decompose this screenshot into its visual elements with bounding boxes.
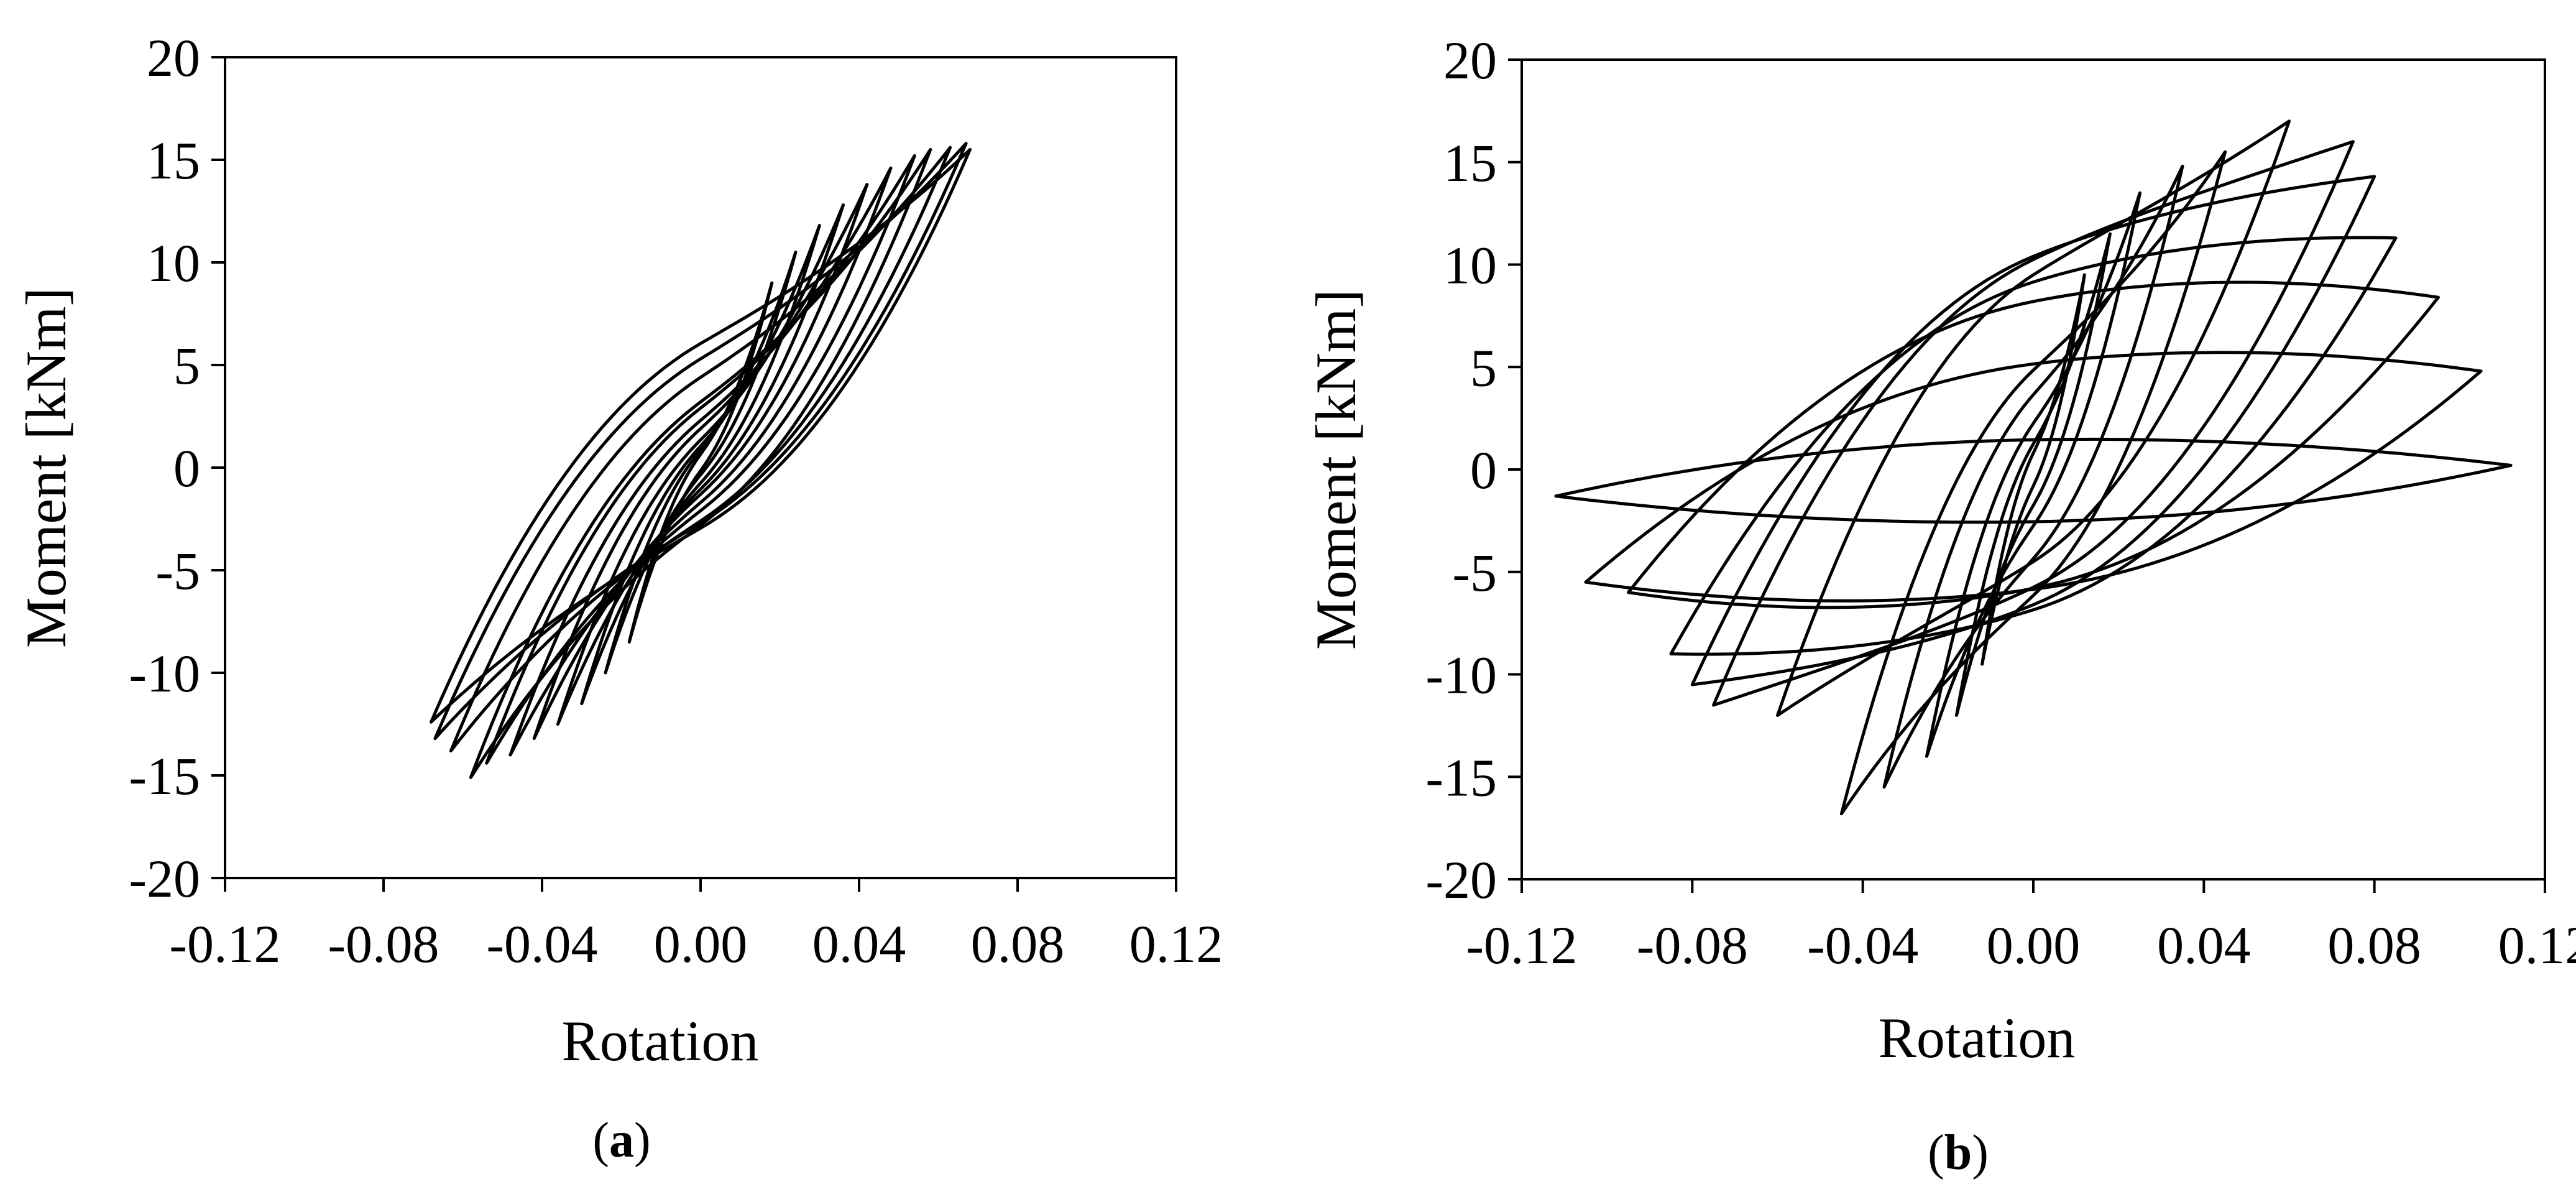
panel-caption: (b) (1928, 1126, 1989, 1180)
x-tick-label: -0.08 (1637, 915, 1748, 975)
x-tick-label: 0.12 (2498, 915, 2576, 975)
y-tick-label: -5 (1452, 543, 1497, 603)
hysteresis-curves (430, 142, 972, 779)
y-tick-label: -15 (129, 746, 200, 806)
chart-panel-b: -0.12 -0.08 -0.04 0.00 0.04 0.08 0.12 20 15 10 5 0… (1288, 0, 2576, 1199)
y-tick-label: 15 (147, 131, 200, 190)
x-tick-label: 0.04 (812, 914, 906, 974)
y-axis-title: Moment [kNm] (1304, 289, 1368, 650)
hysteresis-loop (469, 148, 932, 779)
x-tick-label: -0.08 (328, 914, 439, 974)
y-tick-label: -10 (129, 644, 200, 703)
x-tick-label: 0.04 (2157, 915, 2251, 975)
x-tick-label: 0.08 (971, 914, 1065, 974)
plot-frame (1520, 58, 2546, 881)
y-tick-label: -10 (1425, 645, 1497, 705)
x-tick-label: 0.00 (1987, 915, 2081, 975)
chart-panel-a: -0.12 -0.08 -0.04 0.00 0.04 0.08 0.12 20 15 10 5 0… (0, 0, 1288, 1199)
hysteresis-curves (1554, 119, 2513, 816)
x-axis-title: Rotation (1879, 1006, 2076, 1070)
chart-b-svg: -0.12 -0.08 -0.04 0.00 0.04 0.08 0.12 20 15 10 5 0… (1304, 30, 2576, 1180)
x-axis-title: Rotation (562, 1009, 759, 1073)
hysteresis-loop (485, 154, 916, 765)
hysteresis-loop (1627, 280, 2440, 609)
chart-a-svg: -0.12 -0.08 -0.04 0.00 0.04 0.08 0.12 20 15 10 5 0… (14, 28, 1223, 1168)
x-tick-label: 0.08 (2327, 915, 2421, 975)
y-tick-label: 5 (1470, 338, 1497, 397)
hysteresis-loop (1776, 119, 2291, 717)
hysteresis-loop (1839, 150, 2227, 816)
hysteresis-loop (449, 146, 952, 752)
x-tick-labels: -0.12 -0.08 -0.04 0.00 0.04 0.08 0.12 (169, 914, 1223, 974)
y-tick-label: 10 (1443, 236, 1497, 295)
hysteresis-loop (1554, 437, 2513, 524)
y-tick-label: 0 (1470, 440, 1497, 500)
y-tick-label: -5 (155, 541, 200, 601)
hysteresis-loop (1955, 232, 2112, 717)
y-tick-label: 15 (1443, 133, 1497, 193)
y-tick-label: -20 (129, 849, 200, 908)
y-tick-marks (1508, 58, 1522, 881)
hysteresis-loop (508, 166, 893, 757)
hysteresis-loop (430, 148, 972, 724)
hysteresis-loop (1584, 351, 2483, 603)
x-tick-label: -0.12 (169, 914, 280, 974)
x-tick-label: -0.12 (1466, 915, 1577, 975)
y-tick-label: 10 (147, 233, 200, 293)
hysteresis-loop (1669, 236, 2398, 656)
y-tick-label: 5 (173, 336, 200, 395)
x-tick-marks (1520, 879, 2546, 893)
y-tick-labels: 20 15 10 5 0 -5 -10 -15 -20 (129, 28, 200, 908)
panel-caption: (a) (592, 1113, 650, 1168)
y-tick-label: -15 (1425, 747, 1497, 807)
hysteresis-loop (1980, 273, 2086, 666)
x-tick-labels: -0.12 -0.08 -0.04 0.00 0.04 0.08 0.12 (1466, 915, 2576, 975)
y-tick-label: 0 (173, 438, 200, 498)
x-tick-label: -0.04 (1807, 915, 1918, 975)
x-tick-marks (224, 878, 1177, 892)
plot-frame (224, 56, 1177, 879)
hysteresis-loop (1690, 175, 2376, 687)
hysteresis-loop (1712, 140, 2355, 707)
y-tick-labels: 20 15 10 5 0 -5 -10 -15 -20 (1425, 30, 1497, 910)
y-tick-label: 20 (1443, 30, 1497, 90)
x-tick-label: 0.12 (1129, 914, 1223, 974)
hysteresis-loop (532, 183, 869, 741)
y-tick-marks (211, 56, 225, 879)
y-tick-label: -20 (1425, 850, 1497, 910)
x-tick-label: -0.04 (486, 914, 597, 974)
y-tick-label: 20 (147, 28, 200, 88)
x-tick-label: 0.00 (654, 914, 748, 974)
hysteresis-loop (1882, 164, 2184, 789)
y-axis-title: Moment [kNm] (14, 287, 78, 648)
